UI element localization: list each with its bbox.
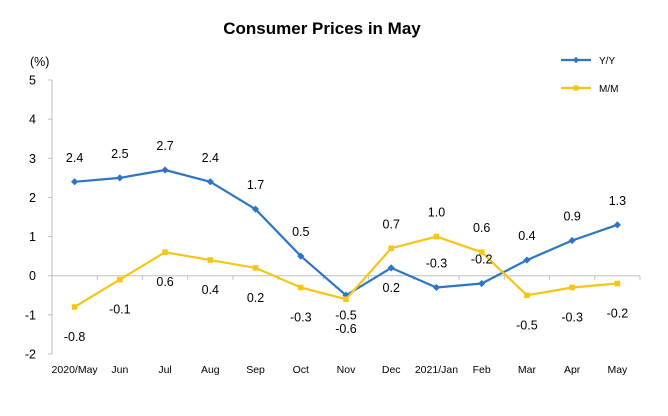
data-label: -0.3 bbox=[290, 310, 312, 324]
data-point-marker bbox=[524, 292, 530, 299]
data-label: 0.2 bbox=[247, 291, 264, 305]
y-tick-label: 4 bbox=[29, 113, 36, 127]
y-tick-label: 5 bbox=[29, 74, 36, 88]
series-layer bbox=[71, 166, 621, 310]
x-tick-label: May bbox=[607, 364, 628, 376]
x-tick-label: 2020/May bbox=[52, 364, 99, 376]
axes: -2 -1 0 1 2 3 4 5 2020/May Jun Jul Aug Sep Oct Nov Dec 2… bbox=[25, 74, 641, 376]
data-point-marker bbox=[569, 284, 575, 291]
data-label: 1.7 bbox=[247, 178, 264, 192]
data-label: 0.9 bbox=[563, 209, 580, 223]
x-tick-label: Oct bbox=[293, 364, 309, 376]
data-label: 1.0 bbox=[428, 206, 445, 220]
data-point-marker bbox=[71, 178, 79, 186]
data-point-marker bbox=[116, 174, 124, 182]
data-point-marker bbox=[387, 264, 395, 272]
data-point-marker bbox=[252, 265, 259, 271]
series-m-m bbox=[71, 233, 621, 310]
legend-swatch-marker bbox=[572, 56, 580, 64]
data-point-marker bbox=[71, 304, 78, 310]
x-tick-label: Sep bbox=[246, 364, 265, 376]
data-label: -0.5 bbox=[335, 308, 357, 322]
legend-label: M/M bbox=[599, 84, 618, 95]
data-label: 0.4 bbox=[518, 229, 535, 243]
data-label: -0.5 bbox=[516, 318, 538, 332]
data-label: -0.3 bbox=[561, 310, 583, 324]
data-point-marker bbox=[251, 205, 260, 213]
data-point-marker bbox=[206, 178, 214, 186]
data-point-marker bbox=[478, 279, 486, 288]
x-tick-label: 2021/Jan bbox=[415, 364, 458, 376]
x-tick-label: Feb bbox=[473, 364, 491, 376]
y-tick-label: 2 bbox=[29, 191, 36, 205]
data-label: 0.5 bbox=[292, 225, 309, 239]
data-label: 0.2 bbox=[383, 281, 400, 295]
data-label: 0.4 bbox=[202, 283, 219, 297]
data-label: 0.6 bbox=[156, 275, 173, 289]
data-point-marker bbox=[613, 221, 621, 229]
chart-title: Consumer Prices in May bbox=[223, 19, 421, 38]
data-point-marker bbox=[388, 245, 395, 252]
data-label: 2.4 bbox=[202, 151, 219, 165]
data-point-marker bbox=[343, 296, 349, 302]
data-point-marker bbox=[478, 249, 485, 256]
x-tick-label: Mar bbox=[518, 364, 537, 376]
data-point-marker bbox=[162, 249, 168, 256]
data-point-marker bbox=[432, 283, 441, 292]
data-label: -0.2 bbox=[607, 307, 629, 321]
legend-entry: Y/Y bbox=[561, 56, 615, 67]
x-tick-label: Jun bbox=[111, 364, 128, 376]
data-point-marker bbox=[433, 233, 440, 240]
y-axis-unit-label: (%) bbox=[30, 55, 49, 69]
data-point-marker bbox=[523, 256, 531, 264]
x-tick-label: Jul bbox=[158, 364, 171, 376]
data-label: 2.7 bbox=[156, 139, 173, 153]
data-label: -0.2 bbox=[471, 253, 493, 267]
series-y-y bbox=[71, 166, 621, 299]
data-point-marker bbox=[614, 280, 621, 287]
data-point-marker bbox=[207, 257, 214, 263]
data-label: -0.8 bbox=[64, 330, 86, 344]
data-label: 0.7 bbox=[383, 217, 400, 231]
legend-entry: M/M bbox=[561, 84, 618, 95]
data-label: -0.1 bbox=[109, 303, 131, 317]
data-label: 1.3 bbox=[609, 194, 626, 208]
x-tick-label: Aug bbox=[201, 364, 220, 376]
y-tick-label: 3 bbox=[29, 152, 36, 166]
data-point-marker bbox=[117, 276, 123, 283]
data-label: 0.6 bbox=[473, 221, 490, 235]
y-tick-label: -1 bbox=[25, 308, 36, 322]
y-tick-label: -2 bbox=[25, 348, 36, 362]
data-label: 2.4 bbox=[66, 151, 83, 165]
data-point-marker bbox=[297, 284, 304, 291]
y-tick-label: 1 bbox=[29, 230, 36, 244]
x-tick-label: Apr bbox=[564, 364, 581, 376]
data-label: -0.3 bbox=[426, 256, 448, 270]
legend-label: Y/Y bbox=[599, 56, 615, 67]
data-label: -0.6 bbox=[335, 322, 357, 336]
data-label: 2.5 bbox=[111, 147, 128, 161]
x-tick-label: Dec bbox=[382, 364, 401, 376]
data-labels-layer: 2.4 2.5 2.7 2.4 1.7 0.5 -0.5 0.2 -0.3 -0.2 0.4 0.9 1… bbox=[64, 139, 628, 344]
x-tick-label: Nov bbox=[337, 364, 356, 376]
y-tick-label: 0 bbox=[29, 269, 36, 283]
data-point-marker bbox=[297, 252, 305, 260]
legend-swatch-marker bbox=[573, 85, 579, 91]
legend: Y/Y M/M bbox=[561, 56, 618, 95]
data-point-marker bbox=[161, 166, 169, 174]
data-point-marker bbox=[568, 236, 576, 245]
